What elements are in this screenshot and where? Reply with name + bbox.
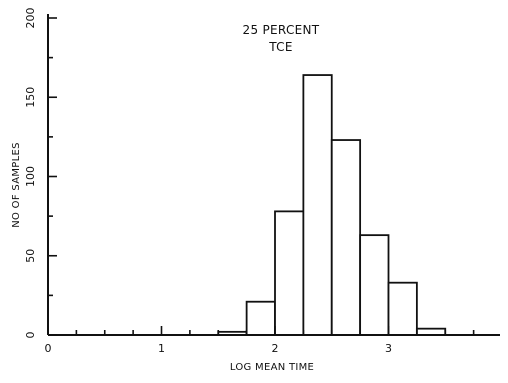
y-tick-label: 50	[24, 249, 37, 263]
y-tick-label: 150	[24, 87, 37, 108]
y-tick-label: 100	[24, 166, 37, 187]
labels-layer: 0 50 100 150 200 0 1 2 3	[24, 8, 392, 356]
x-tick-label: 1	[158, 342, 165, 355]
chart-title: 25 PERCENT	[243, 23, 320, 37]
axes-layer	[47, 14, 500, 336]
y-tick-label: 200	[24, 8, 37, 29]
x-axis-title: LOG MEAN TIME	[230, 362, 314, 373]
chart-subtitle: TCE	[268, 40, 293, 54]
histogram-bar	[302, 74, 333, 336]
histogram-bar	[330, 139, 362, 336]
bars-layer	[217, 74, 447, 336]
y-tick-label: 0	[24, 332, 37, 339]
histogram-bar	[387, 281, 418, 336]
x-tick-label: 3	[385, 342, 392, 355]
y-axis-title: NO OF SAMPLES	[11, 142, 22, 228]
histogram-bar	[245, 300, 276, 336]
histogram-bar	[274, 210, 305, 336]
x-tick-label: 0	[45, 342, 52, 355]
histogram-bar	[359, 234, 390, 336]
x-tick-label: 2	[272, 342, 279, 355]
